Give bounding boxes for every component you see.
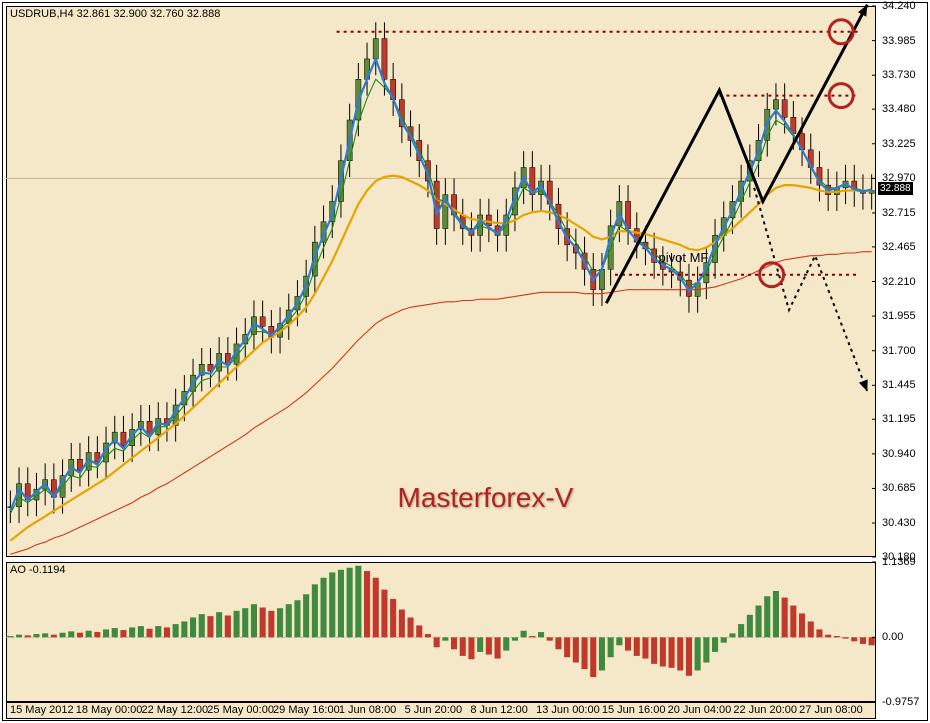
x-tick: 13 Jun 00:00 <box>536 704 600 716</box>
y-tick: 31.955 <box>882 310 916 322</box>
x-tick: 29 May 16:00 <box>273 704 340 716</box>
y-tick: 31.195 <box>882 413 916 425</box>
y-tick: 32.970 <box>882 172 916 184</box>
x-tick: 22 Jun 20:00 <box>733 704 797 716</box>
ao-indicator-svg <box>0 0 930 723</box>
y-tick: 33.985 <box>882 35 916 47</box>
y-tick: 32.465 <box>882 241 916 253</box>
ao-y-tick: -0.9757 <box>882 696 919 708</box>
x-tick: 5 Jun 20:00 <box>405 704 463 716</box>
y-tick: 31.700 <box>882 345 916 357</box>
y-tick: 30.940 <box>882 448 916 460</box>
x-tick: 15 Jun 16:00 <box>602 704 666 716</box>
x-tick: 1 Jun 08:00 <box>339 704 397 716</box>
y-tick: 32.210 <box>882 276 916 288</box>
y-tick: 31.445 <box>882 379 916 391</box>
y-tick: 33.225 <box>882 138 916 150</box>
ao-y-tick: 0.00 <box>882 631 903 643</box>
ao-title: AO -0.1194 <box>10 564 65 576</box>
x-tick: 27 Jun 08:00 <box>799 704 863 716</box>
ao-y-tick: 1.1369 <box>882 556 916 568</box>
x-tick: 18 May 00:00 <box>76 704 143 716</box>
x-tick: 15 May 2012 <box>10 704 74 716</box>
x-tick: 22 May 12:00 <box>142 704 209 716</box>
x-tick: 8 Jun 12:00 <box>470 704 528 716</box>
y-tick: 32.715 <box>882 207 916 219</box>
y-tick: 30.685 <box>882 482 916 494</box>
y-tick: 33.730 <box>882 69 916 81</box>
y-tick: 30.430 <box>882 517 916 529</box>
y-tick: 34.240 <box>882 0 916 12</box>
x-tick: 25 May 00:00 <box>207 704 274 716</box>
y-tick: 33.480 <box>882 103 916 115</box>
x-tick: 20 Jun 04:00 <box>668 704 732 716</box>
